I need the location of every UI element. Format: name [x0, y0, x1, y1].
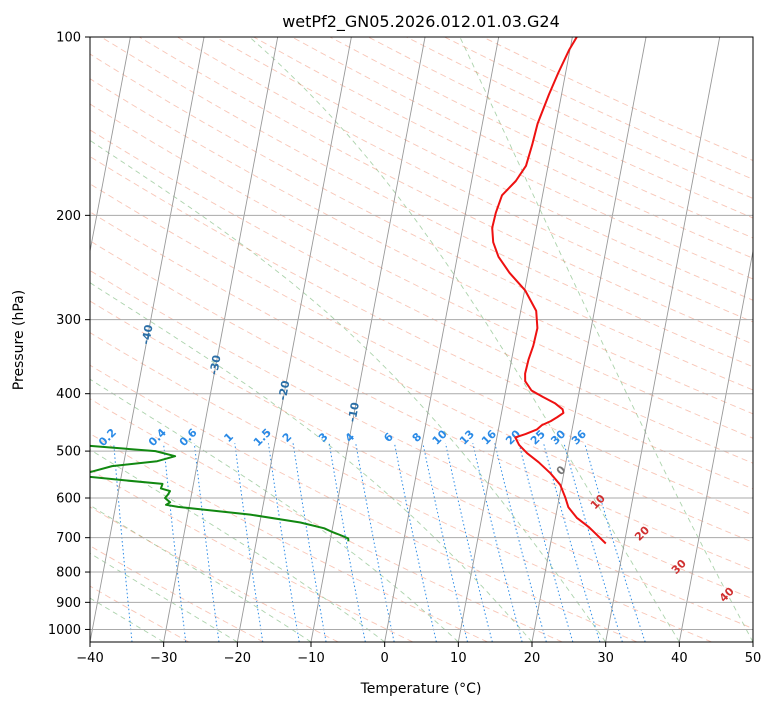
y-tick-label: 200	[56, 209, 81, 224]
dry-adiabat-line	[90, 398, 563, 642]
dry-adiabat-line	[215, 37, 753, 301]
x-tick-label: −10	[297, 651, 324, 666]
mixing-ratio-line	[328, 443, 366, 642]
mixing-ratio-line	[113, 443, 133, 642]
isotherm-label: -10	[346, 401, 363, 423]
dry-adiabat-line	[139, 37, 753, 345]
x-tick-label: 0	[381, 651, 389, 666]
moist-adiabat-line	[90, 449, 385, 642]
x-tick-label: −40	[76, 651, 103, 666]
moist-adiabat-line	[90, 552, 238, 642]
mixing-ratio-line	[563, 443, 623, 642]
mixing-ratio-line	[422, 443, 468, 642]
plot-frame	[89, 36, 754, 643]
moist-adiabat-line	[249, 37, 680, 642]
y-tick-label: 300	[56, 313, 81, 328]
dry-adiabats	[90, 37, 753, 642]
plot-area: -100-90-80-70-60-50-40-30-20-100.10.20.4…	[90, 37, 753, 642]
mixing-ratio-line	[234, 443, 264, 642]
moist-adiabats	[90, 37, 753, 642]
mixing-ratio-line	[494, 443, 547, 642]
isotherm-line	[310, 37, 426, 642]
isotherm-line	[531, 37, 647, 642]
skewed-isotherms	[90, 37, 753, 642]
mixing-ratio-line	[292, 443, 327, 642]
y-tick-label: 100	[56, 31, 81, 46]
dry-adiabat-line	[90, 332, 712, 642]
x-tick-label: 10	[450, 651, 467, 666]
mixing-ratio-line	[518, 443, 574, 642]
isotherm-label: -40	[139, 323, 156, 345]
isotherm-line	[457, 37, 573, 642]
mixing-ratio-line	[445, 443, 493, 642]
mixing-ratio-line	[584, 443, 646, 642]
moist-adiabat-line	[90, 597, 164, 642]
dry-adiabat-line	[90, 211, 753, 543]
temperature-profile-line	[491, 37, 607, 545]
y-axis-label: Pressure (hPa)	[11, 290, 27, 390]
pressure-gridlines	[90, 37, 753, 630]
x-tick-label: −30	[150, 651, 177, 666]
isotherm-line	[678, 248, 753, 642]
dry-adiabat-line	[90, 585, 190, 642]
x-tick-label: 50	[745, 651, 762, 666]
y-tick-label: 500	[56, 445, 81, 460]
y-tick-label: 400	[56, 387, 81, 402]
dry-adiabat-line	[90, 103, 753, 439]
isotherm-label: -20	[276, 379, 293, 401]
mixing-ratio-line	[472, 443, 523, 642]
dry-adiabat-line	[90, 433, 488, 642]
x-axis: −40 −30 −20 −10 0 10 20 30 40 50	[76, 642, 761, 666]
x-tick-label: 30	[597, 651, 614, 666]
moist-adiabat-line	[459, 37, 753, 642]
dry-adiabat-line	[90, 270, 753, 600]
x-tick-label: 20	[524, 651, 541, 666]
moist-adiabat-line	[90, 282, 533, 642]
mixing-ratio-line	[163, 443, 187, 642]
isotherm-line	[236, 37, 352, 642]
isotherm-line	[163, 37, 279, 642]
dewpoint-profile-line	[90, 444, 350, 542]
dry-adiabat-line	[90, 78, 753, 415]
moist-adiabat-line	[90, 378, 459, 642]
x-tick-label: −20	[224, 651, 251, 666]
isotherm-line	[90, 37, 205, 642]
y-axis: 100 200 300 400 500 600 700 800 900 1000	[48, 31, 90, 638]
x-tick-label: 40	[671, 651, 688, 666]
moist-adiabat-line	[90, 139, 607, 642]
mixing-ratio-line	[267, 443, 300, 642]
mixing-ratio-line	[193, 443, 220, 642]
isotherm-line	[90, 37, 131, 254]
isotherm-line	[605, 37, 721, 642]
y-tick-label: 900	[56, 596, 81, 611]
sounding-profiles	[90, 37, 607, 545]
x-axis-label: Temperature (°C)	[360, 681, 482, 697]
dry-adiabat-line	[100, 37, 753, 368]
chart-title: wetPf2_GN05.2026.012.01.03.G24	[282, 12, 560, 32]
isotherm-line	[384, 37, 500, 642]
dry-adiabat-line	[90, 364, 638, 642]
mixing-ratio-line	[543, 443, 601, 642]
isotherm-label: -30	[207, 354, 224, 376]
dry-adiabat-line	[90, 506, 339, 642]
y-tick-label: 800	[56, 566, 81, 581]
y-tick-label: 1000	[48, 623, 81, 638]
dry-adiabat-line	[90, 183, 753, 516]
y-tick-label: 600	[56, 492, 81, 507]
mixing-ratio-line	[394, 443, 437, 642]
dry-adiabat-line	[90, 300, 753, 629]
y-tick-label: 700	[56, 531, 81, 546]
